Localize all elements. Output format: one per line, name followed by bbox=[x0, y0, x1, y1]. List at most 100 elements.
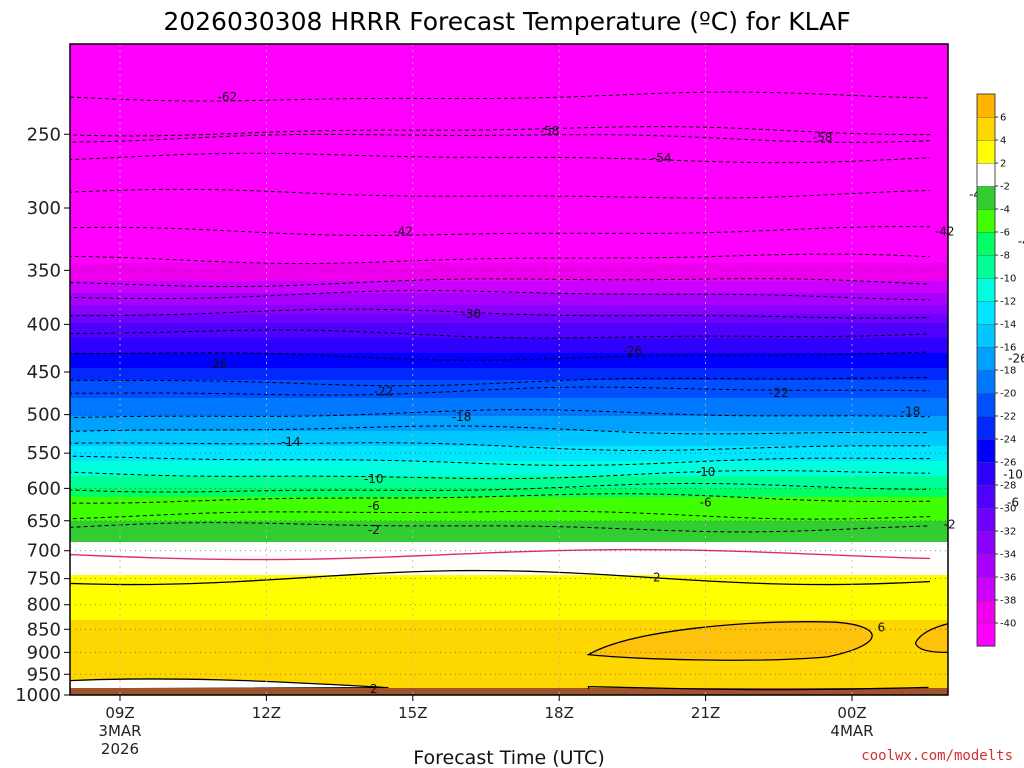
field-band bbox=[70, 368, 948, 372]
field-band bbox=[70, 419, 948, 423]
field-band bbox=[70, 92, 948, 96]
field-band bbox=[70, 653, 948, 657]
field-band bbox=[70, 116, 948, 120]
field-band bbox=[70, 335, 948, 339]
isotherm-dashed bbox=[70, 409, 931, 419]
field-band bbox=[70, 263, 948, 267]
y-tick-label: 600 bbox=[27, 478, 61, 499]
field-band bbox=[70, 410, 948, 414]
contour-label-text: -42 bbox=[935, 225, 955, 239]
field-band bbox=[70, 638, 948, 642]
field-band bbox=[70, 458, 948, 462]
field-band bbox=[70, 608, 948, 612]
field-band bbox=[70, 524, 948, 528]
isotherm-dashed bbox=[70, 470, 931, 480]
contour-label: -6 bbox=[1007, 495, 1019, 509]
colorbar-label: -26 bbox=[1000, 458, 1016, 469]
field-band bbox=[70, 563, 948, 567]
contour-label: -6 bbox=[368, 499, 380, 513]
field-band bbox=[70, 488, 948, 492]
contour-label: -26 bbox=[208, 357, 228, 371]
plot-grid bbox=[70, 44, 948, 696]
field-band bbox=[70, 452, 948, 456]
field-band bbox=[70, 131, 948, 135]
contour-label: -26 bbox=[1008, 351, 1024, 365]
field-band bbox=[70, 581, 948, 585]
colorbar-label: -8 bbox=[1000, 251, 1010, 262]
field-band bbox=[70, 317, 948, 321]
colorbar-swatch bbox=[976, 599, 996, 624]
isotherm-dashed bbox=[70, 377, 931, 387]
field-band bbox=[70, 506, 948, 510]
field-band bbox=[70, 593, 948, 597]
x-tick-date: 3MAR bbox=[98, 722, 141, 740]
colorbar-label: -2 bbox=[1000, 182, 1010, 193]
field-band bbox=[70, 440, 948, 444]
field-band bbox=[70, 212, 948, 216]
isotherm-dashed bbox=[70, 226, 931, 236]
field-band bbox=[70, 71, 948, 75]
field-band bbox=[70, 515, 948, 519]
field-band bbox=[70, 293, 948, 297]
field-band bbox=[70, 284, 948, 288]
colorbar-swatch bbox=[976, 323, 996, 348]
x-tick-date: 4MAR bbox=[830, 722, 873, 740]
field-band bbox=[70, 359, 948, 363]
y-tick-label: 400 bbox=[27, 314, 61, 335]
field-band bbox=[70, 299, 948, 303]
isotherm-dashed bbox=[70, 126, 931, 137]
ground bbox=[70, 688, 948, 695]
colorbar-label: -28 bbox=[1000, 481, 1016, 492]
field-band bbox=[70, 344, 948, 348]
field-band bbox=[70, 485, 948, 489]
field-band bbox=[70, 272, 948, 276]
field-band bbox=[70, 497, 948, 501]
field-band bbox=[70, 356, 948, 360]
field-band bbox=[70, 386, 948, 390]
contour-label: -18 bbox=[901, 404, 921, 418]
contour-label-text: -10 bbox=[1003, 468, 1023, 482]
isotherm-contours bbox=[70, 91, 931, 691]
field-band bbox=[70, 203, 948, 207]
field-band bbox=[70, 476, 948, 480]
field-band bbox=[70, 644, 948, 648]
field-band bbox=[70, 218, 948, 222]
colorbar-swatch bbox=[976, 507, 996, 532]
field-band bbox=[70, 500, 948, 504]
field-band bbox=[70, 482, 948, 486]
colorbar-swatch bbox=[976, 369, 996, 394]
field-band bbox=[70, 140, 948, 144]
y-tick-label: 1000 bbox=[15, 685, 61, 706]
x-tick-label: 15Z bbox=[398, 704, 427, 722]
colorbar-swatch bbox=[976, 162, 996, 187]
colorbar-swatch bbox=[976, 116, 996, 141]
credit-link[interactable]: coolwx.com/modelts bbox=[861, 748, 1013, 764]
y-tick-label: 250 bbox=[27, 124, 61, 145]
field-band bbox=[70, 590, 948, 594]
field-band bbox=[70, 479, 948, 483]
colorbar-label: -16 bbox=[1000, 343, 1016, 354]
x-tick-label: 12Z bbox=[252, 704, 281, 722]
field-band bbox=[70, 641, 948, 645]
contour-label-text: 6 bbox=[877, 620, 885, 634]
field-band bbox=[70, 104, 948, 108]
field-band bbox=[70, 149, 948, 153]
field-band bbox=[70, 674, 948, 678]
field-band bbox=[70, 122, 948, 126]
field-band bbox=[70, 65, 948, 69]
field-band bbox=[70, 656, 948, 660]
field-band bbox=[70, 296, 948, 300]
colorbar-swatch bbox=[976, 346, 996, 371]
field-band bbox=[70, 428, 948, 432]
field-band bbox=[70, 281, 948, 285]
contour-labels: -62-58-58-54-46-42-42-42-38-30-26-26-26-… bbox=[208, 90, 1024, 696]
isotherm-dashed bbox=[70, 290, 931, 301]
field-band bbox=[70, 416, 948, 420]
colorbar-swatch bbox=[976, 185, 996, 210]
field-band bbox=[70, 182, 948, 186]
field-band bbox=[70, 206, 948, 210]
colorbar-legend: -40-38-36-34-32-30-28-26-24-22-20-18-16-… bbox=[976, 93, 1016, 647]
field-band bbox=[70, 611, 948, 615]
field-band bbox=[70, 98, 948, 102]
